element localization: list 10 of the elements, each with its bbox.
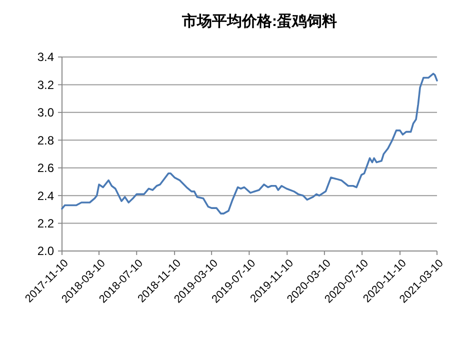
- y-tick-label: 3.4: [37, 50, 54, 64]
- y-tick-label: 2.0: [37, 244, 54, 258]
- y-tick-label: 3.2: [37, 78, 54, 92]
- line-series: [61, 72, 438, 214]
- y-tick-label: 2.2: [37, 216, 54, 230]
- y-tick-label: 2.8: [37, 133, 54, 148]
- y-tick-label: 3.0: [37, 106, 54, 120]
- y-tick-label: 2.4: [37, 188, 54, 203]
- y-tick-label: 2.6: [37, 161, 54, 176]
- chart-title: 市场平均价格:蛋鸡饲料: [181, 12, 337, 30]
